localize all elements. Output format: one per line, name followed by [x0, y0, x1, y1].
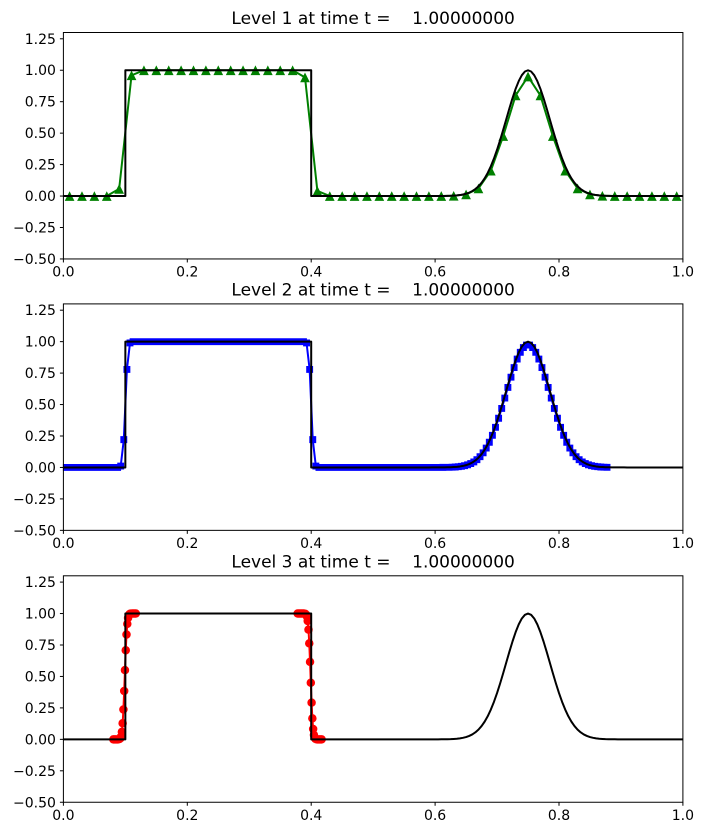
panel-3-data [63, 609, 683, 744]
panel-1-axes-frame [62, 32, 684, 260]
panel-3-title: Level 3 at time t = 1.00000000 [231, 552, 514, 572]
x-tick-label: 0.4 [300, 808, 322, 824]
panel-level-1: 0.0 0.2 0.4 0.6 0.8 1.0 −0.50 −0.25 0.00 0.25 0.50… [13, 9, 694, 280]
panel-3-axes-frame [62, 575, 684, 803]
panel-2-data [62, 338, 683, 471]
x-tick-label: 0.2 [176, 536, 198, 552]
x-tick-label: 0.6 [424, 808, 446, 824]
x-tick-label: 0.8 [548, 808, 570, 824]
level-2-solution-markers [62, 338, 611, 471]
y-tick-label: 1.00 [25, 607, 56, 623]
y-tick-label: −0.25 [13, 764, 56, 780]
level-3-solution-line [113, 612, 322, 741]
y-tick-label: 0.25 [25, 429, 56, 445]
y-tick-label: 1.25 [25, 575, 56, 591]
y-tick-label: −0.25 [13, 492, 56, 508]
y-tick-label: 1.25 [25, 32, 56, 48]
y-tick-label: −0.25 [13, 220, 56, 236]
y-tick-label: 0.50 [25, 669, 56, 685]
x-tick-label: 1.0 [672, 808, 694, 824]
panel-level-2: 0.0 0.2 0.4 0.6 0.8 1.0 −0.50 −0.25 0.00 0.25 0.50… [13, 280, 694, 551]
level-2-solution-line [64, 340, 608, 469]
x-tick-label: 0.6 [424, 536, 446, 552]
y-tick-label: 1.00 [25, 335, 56, 351]
x-tick-label: 0.0 [52, 536, 74, 552]
y-tick-label: 0.75 [25, 638, 56, 654]
y-tick-label: 0.75 [25, 366, 56, 382]
x-tick-label: 1.0 [672, 264, 694, 280]
level-1-solution-markers [64, 65, 682, 201]
y-tick-label: −0.50 [13, 795, 56, 811]
y-tick-label: 0.50 [25, 126, 56, 142]
y-tick-label: 0.00 [25, 189, 56, 205]
y-tick-label: −0.50 [13, 523, 56, 539]
y-tick-label: 1.00 [25, 63, 56, 79]
exact-solution-line [63, 612, 683, 741]
level-3-solution-markers [109, 609, 326, 744]
panel-1-data [63, 65, 683, 201]
y-tick-label: 0.00 [25, 460, 56, 476]
x-tick-label: 0.6 [424, 264, 446, 280]
y-tick-label: −0.50 [13, 252, 56, 268]
panel-level-3: 0.0 0.2 0.4 0.6 0.8 1.0 −0.50 −0.25 0.00 0.25 0.50… [13, 552, 694, 823]
x-tick-label: 0.2 [176, 264, 198, 280]
panel-2-axes-frame [62, 303, 684, 531]
exact-solution-line [63, 340, 683, 469]
y-tick-label: 0.00 [25, 732, 56, 748]
x-tick-label: 0.2 [176, 808, 198, 824]
panel-1-title: Level 1 at time t = 1.00000000 [231, 9, 514, 29]
panel-2-title: Level 2 at time t = 1.00000000 [231, 280, 514, 300]
y-tick-label: 0.25 [25, 701, 56, 717]
x-tick-label: 0.4 [300, 264, 322, 280]
x-tick-label: 0.0 [52, 808, 74, 824]
y-tick-label: 0.50 [25, 398, 56, 414]
exact-solution-line [63, 69, 683, 198]
x-tick-label: 0.8 [548, 264, 570, 280]
y-tick-label: 0.75 [25, 95, 56, 111]
y-tick-label: 1.25 [25, 303, 56, 319]
level-1-solution-line [69, 69, 677, 198]
y-tick-label: 0.25 [25, 158, 56, 174]
x-tick-label: 0.4 [300, 536, 322, 552]
x-tick-label: 0.0 [52, 264, 74, 280]
x-tick-label: 0.8 [548, 536, 570, 552]
x-tick-label: 1.0 [672, 536, 694, 552]
